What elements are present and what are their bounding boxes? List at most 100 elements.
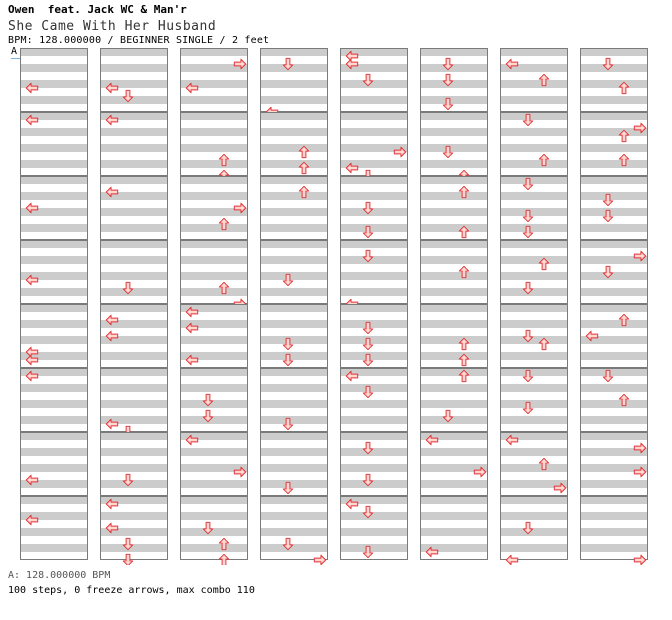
song-title: She Came With Her Husband [8,19,217,34]
measure-stripe [20,240,88,248]
measure-border [20,48,88,112]
measure-stripe [20,304,88,312]
measure-stripe [340,128,408,136]
measure-stripe [420,416,488,424]
measure [180,496,248,565]
measure-stripe [580,480,648,488]
measure-stripe [20,464,88,472]
arrow-down-icon [602,57,614,71]
arrow-down-icon [442,73,454,87]
measure [580,496,648,565]
arrow-right-icon [233,58,247,70]
measure-stripe [180,352,248,360]
measure-stripe [260,528,328,536]
measure-border [580,304,648,368]
measure [180,48,248,112]
measure-stripe [260,96,328,104]
measure-stripe [500,352,568,360]
measure-stripe [100,368,168,376]
measure-border [180,176,248,240]
measure-stripe [500,336,568,344]
arrow-right-icon [393,146,407,158]
arrow-up-icon [298,145,310,159]
measure-border [500,48,568,112]
measure-stripe [260,336,328,344]
measure [180,240,248,310]
measure-stripe [260,304,328,312]
measure-stripe [100,112,168,120]
measure [340,48,408,112]
measure-border [260,304,328,368]
measure-stripe [580,544,648,552]
measure-stripe [260,192,328,200]
measure-stripe [500,256,568,264]
measure-border [580,176,648,240]
measure-stripe [340,480,408,488]
measure [260,432,328,496]
measure-stripe [580,336,648,344]
measure-stripe [420,464,488,472]
arrow-left-icon [105,330,119,342]
measure [420,432,488,496]
measure-stripe [420,288,488,296]
measure-stripe [180,224,248,232]
arrow-down-icon [522,209,534,223]
chart-stats: 100 steps, 0 freeze arrows, max combo 11… [8,585,255,596]
measure-stripe [180,288,248,296]
measure-stripe [20,368,88,376]
measure [500,304,568,368]
measure [500,48,568,112]
measure-stripe [180,528,248,536]
measure-border [420,496,488,560]
measure-stripe [340,96,408,104]
measure [500,496,568,565]
measure-stripe [100,320,168,328]
measure-border [340,176,408,240]
measure-stripe [180,256,248,264]
measure-stripe [420,432,488,440]
arrow-up-icon [458,353,470,367]
arrow-down-icon [362,545,374,559]
arrow-left-icon [185,306,199,318]
measure-border [180,368,248,432]
arrow-right-icon [233,202,247,214]
measure [420,368,488,432]
measure-stripe [100,256,168,264]
measure [580,368,648,432]
measure-stripe [340,400,408,408]
measure-stripe [420,496,488,504]
measure-stripe [420,352,488,360]
measure [180,176,248,240]
measure [100,432,168,496]
measure-stripe [20,528,88,536]
arrow-down-icon [442,145,454,159]
measure-stripe [100,528,168,536]
measure-stripe [420,64,488,72]
measure [100,240,168,304]
measure [260,112,328,176]
measure [340,176,408,240]
measure [180,432,248,496]
measure-stripe [340,48,408,56]
measure-stripe [580,128,648,136]
measure-border [500,304,568,368]
arrow-left-icon [505,434,519,446]
measure-stripe [500,528,568,536]
measure [20,432,88,496]
measure-stripe [100,512,168,520]
measure-border [260,112,328,176]
measure-border [100,304,168,368]
measure [180,112,248,183]
measure [580,48,648,112]
measure-stripe [20,448,88,456]
measure-border [420,432,488,496]
measure-border [500,432,568,496]
measure-stripe [100,448,168,456]
arrow-down-icon [362,353,374,367]
measure-stripe [20,208,88,216]
measure-stripe [20,64,88,72]
measure-stripe [180,64,248,72]
arrow-down-icon [522,113,534,127]
measure-stripe [100,400,168,408]
arrow-left-icon [25,202,39,214]
